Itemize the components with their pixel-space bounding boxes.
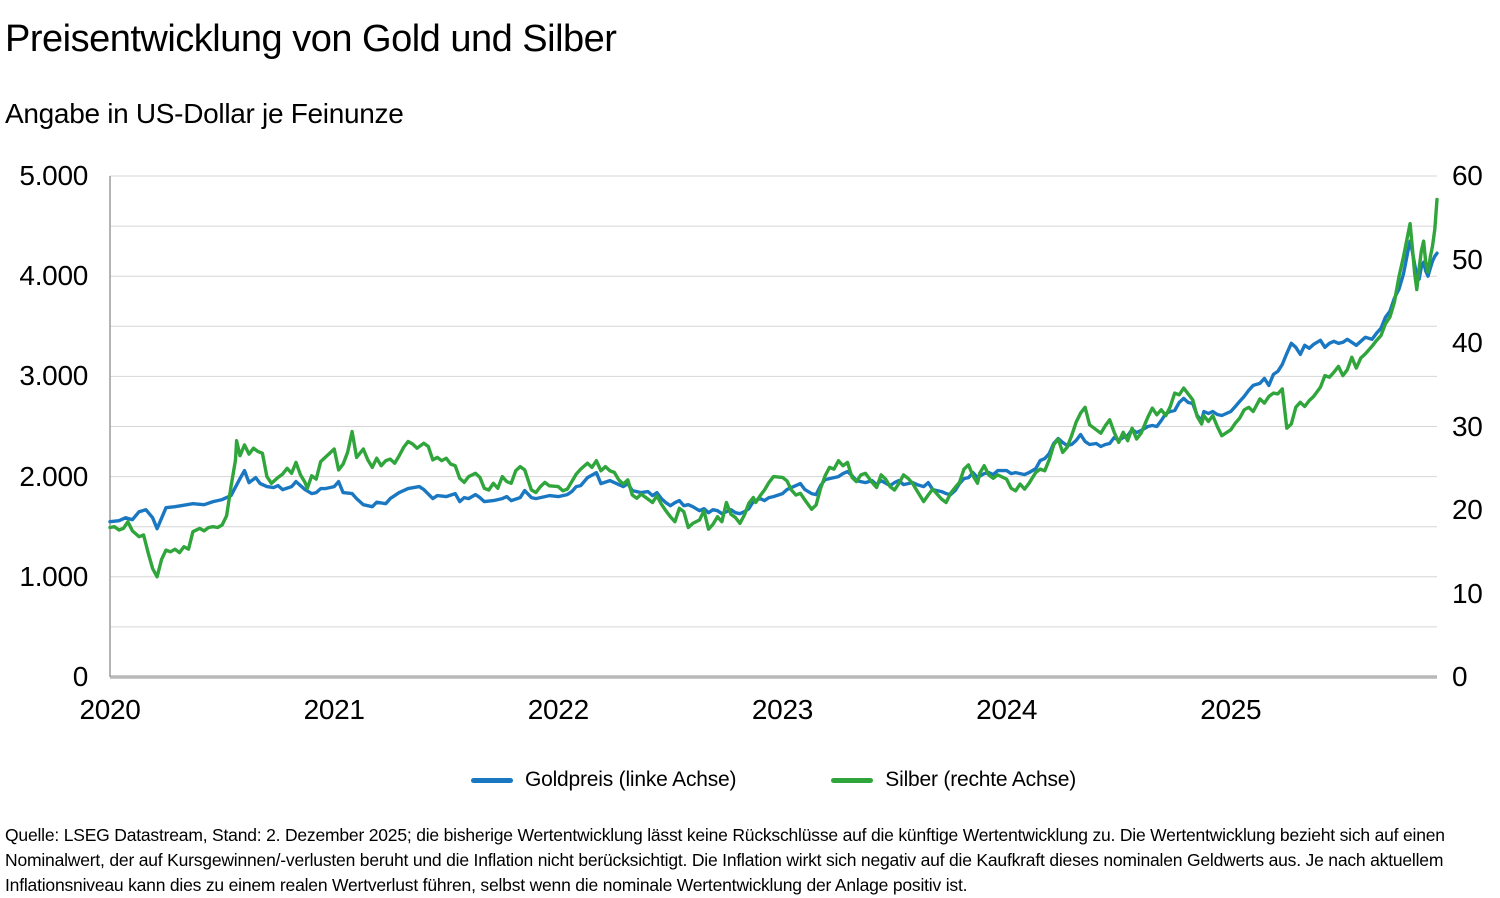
x-axis-tick-label: 2020 [79, 694, 141, 725]
x-axis-tick-label: 2025 [1200, 694, 1262, 725]
y-right-tick-label: 50 [1452, 243, 1483, 275]
legend-label-silver: Silber (rechte Achse) [885, 768, 1077, 791]
y-right-tick-label: 40 [1452, 327, 1483, 358]
source-note: Quelle: LSEG Datastream, Stand: 2. Dezem… [5, 825, 1445, 895]
x-axis-tick-label: 2022 [527, 694, 589, 725]
y-right-tick-label: 10 [1452, 577, 1483, 609]
chart-title: Preisentwicklung von Gold und Silber [5, 18, 617, 60]
y-left-tick-label: 3.000 [19, 360, 88, 392]
y-right-tick-label: 60 [1452, 160, 1483, 191]
y-left-tick-label: 5.000 [19, 160, 88, 191]
x-axis-tick-label: 2023 [751, 694, 813, 725]
y-right-tick-label: 30 [1452, 410, 1483, 442]
y-left-tick-label: 0 [72, 661, 89, 692]
silver-price-line [108, 197, 1439, 579]
legend-label-gold: Goldpreis (linke Achse) [524, 768, 737, 791]
legend-item-silver: Silber (rechte Achse) [831, 768, 1076, 792]
x-axis-tick-label: 2024 [976, 694, 1038, 725]
y-right-tick-label: 0 [1452, 661, 1468, 692]
gold-line-swatch [470, 777, 513, 783]
y-left-tick-label: 2.000 [19, 460, 88, 492]
chart-subtitle: Angabe in US-Dollar je Feinunze [5, 98, 404, 129]
legend-item-gold: Goldpreis (linke Achse) [470, 768, 737, 792]
chart-legend: Goldpreis (linke Achse) Silber (rechte A… [110, 768, 1437, 792]
y-left-tick-label: 1.000 [19, 560, 88, 592]
x-axis-tick-label: 2021 [303, 694, 365, 725]
y-right-tick-label: 20 [1452, 494, 1483, 525]
silver-line-swatch [831, 777, 874, 783]
y-left-tick-label: 4.000 [19, 260, 88, 292]
